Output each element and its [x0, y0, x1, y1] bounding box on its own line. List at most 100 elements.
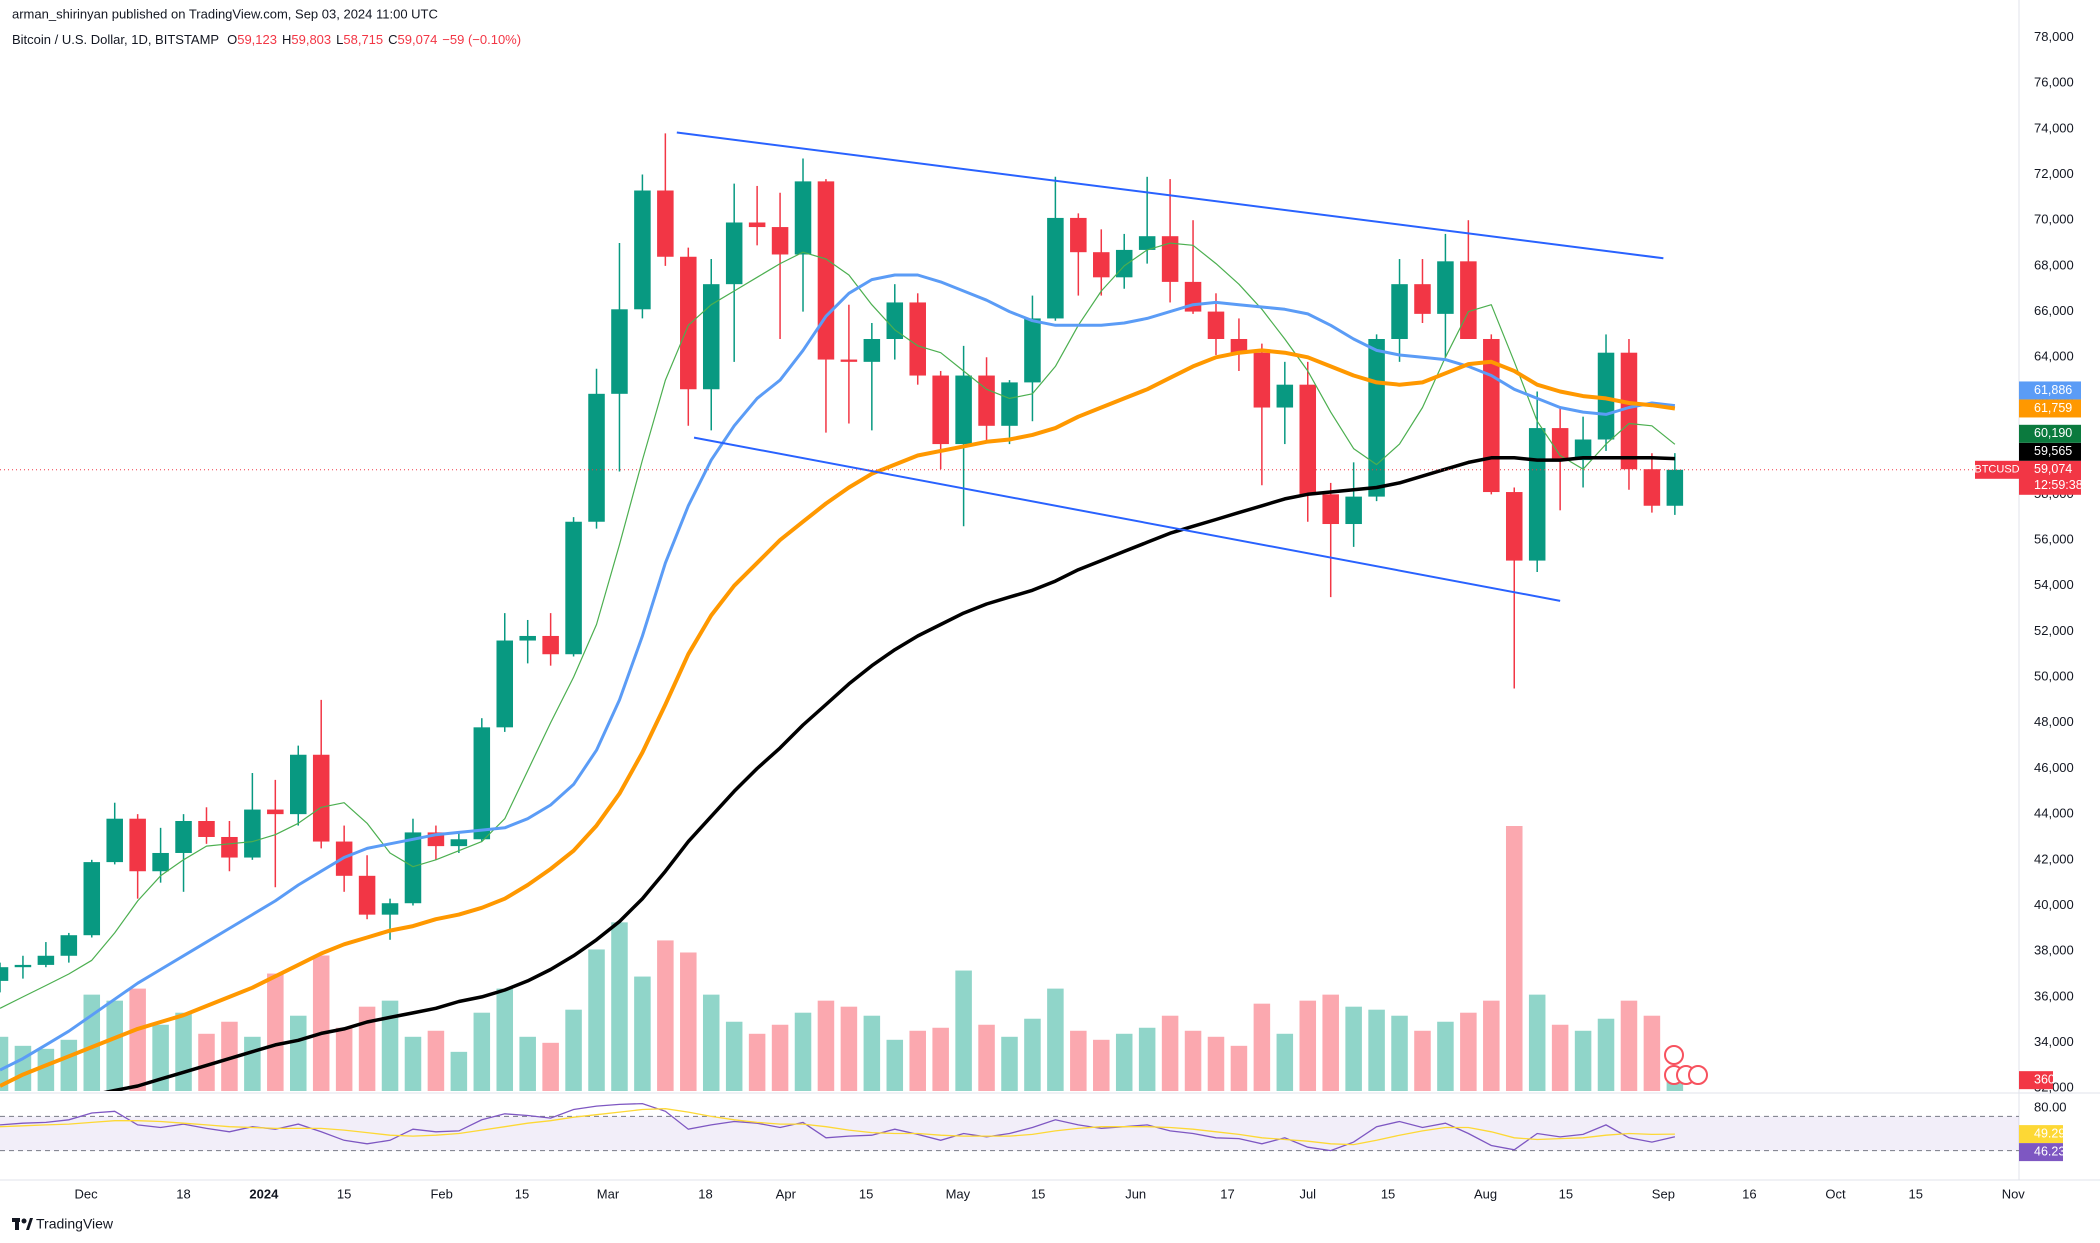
candle-body [1299, 384, 1317, 495]
volume-bar [1666, 1080, 1684, 1091]
x-tick-label: 15 [515, 1186, 529, 1201]
moving-average [0, 242, 1676, 1009]
volume-bar [106, 1000, 123, 1091]
candle-body [1024, 318, 1041, 383]
volume-bar [1460, 1012, 1477, 1091]
candle-body [1070, 217, 1087, 253]
candle-body [932, 375, 949, 445]
volume-bar [771, 1024, 789, 1091]
candle-body [1666, 469, 1684, 506]
volume-bar [542, 1042, 559, 1091]
candle-body [129, 818, 146, 872]
volume-bar [1161, 1015, 1179, 1091]
x-tick-label: 15 [337, 1186, 351, 1201]
price-tag: 61,759 [2034, 401, 2072, 415]
y-tick-label: 64,000 [2034, 349, 2074, 364]
candle-body [702, 284, 720, 390]
candle-body [267, 809, 284, 815]
x-tick-label: Sep [1652, 1186, 1675, 1201]
volume-bar [60, 1039, 78, 1091]
y-tick-label: 78,000 [2034, 29, 2074, 44]
volume-bar [611, 922, 628, 1091]
x-tick-label: 15 [1381, 1186, 1395, 1201]
candle-body [748, 222, 766, 228]
x-tick-label: 2024 [249, 1186, 279, 1201]
candle-body [1597, 352, 1615, 440]
candle-body [1138, 236, 1156, 250]
price-tag-bg [2019, 424, 2081, 443]
volume-bar [565, 1009, 582, 1091]
y-tick-label: 52,000 [2034, 623, 2074, 638]
volume-bar [909, 1030, 926, 1091]
volume-bar [1437, 1021, 1454, 1091]
y-tick-label: 36,000 [2034, 988, 2074, 1003]
x-tick-label: Jun [1125, 1186, 1146, 1201]
y-tick-label: 40,000 [2034, 897, 2074, 912]
y-tick-label: 34,000 [2034, 1034, 2074, 1049]
volume-bar [702, 994, 720, 1091]
volume-bar [473, 1012, 491, 1091]
event-icon[interactable] [1664, 1045, 1684, 1065]
candle-body [1230, 338, 1248, 353]
y-tick-label: 76,000 [2034, 75, 2074, 90]
volume-bar [1230, 1045, 1248, 1091]
volume-bar [1207, 1036, 1225, 1091]
volume-bar [244, 1036, 261, 1091]
event-icon[interactable] [1688, 1065, 1708, 1085]
candle-body [771, 227, 789, 255]
candle-body [1528, 428, 1546, 561]
candle-body [152, 852, 169, 872]
moving-average [103, 456, 1675, 1091]
x-tick-label: Feb [430, 1186, 452, 1201]
candle-body [886, 302, 904, 339]
volume-bar [863, 1015, 881, 1091]
volume-bar [198, 1033, 215, 1091]
volume-bar [1047, 988, 1064, 1091]
y-tick-label: 70,000 [2034, 212, 2074, 227]
candle-body [1620, 352, 1638, 470]
symbol-tag-name: BTCUSD [1974, 464, 2019, 476]
candle-body [14, 964, 32, 968]
candle-body [106, 818, 123, 863]
candle-body [978, 375, 995, 426]
logo-part [26, 1218, 33, 1230]
volume-bar [129, 988, 146, 1091]
volume-bar [496, 988, 514, 1091]
price-tag-bg [2019, 442, 2081, 461]
volume-bar [932, 1027, 949, 1091]
candle-body [1414, 284, 1431, 314]
volume-bar [748, 1033, 766, 1091]
candle-body [381, 903, 399, 915]
rsi-tag-bg [2019, 1125, 2063, 1144]
volume-bar [175, 1012, 192, 1091]
volume-bar [381, 1000, 399, 1091]
candle-body [1505, 492, 1523, 561]
x-tick-label: 15 [859, 1186, 873, 1201]
candle-body [1437, 261, 1454, 314]
candle-body [657, 190, 674, 257]
volume-bar [1414, 1030, 1431, 1091]
event-icons [1664, 1045, 1708, 1085]
candle-body [37, 955, 55, 965]
volume-bar [1093, 1039, 1110, 1091]
x-tick-label: Aug [1474, 1186, 1497, 1201]
candle-body [1643, 469, 1661, 506]
moving-average [0, 348, 1676, 1088]
brand-logo [12, 1218, 33, 1230]
x-tick-label: Oct [1825, 1186, 1846, 1201]
candle-body [680, 256, 697, 390]
volume-bar [1184, 1030, 1202, 1091]
candle-body [1276, 384, 1294, 408]
change: −59 (−0.10%) [442, 32, 521, 47]
publisher: arman_shirinyan published on TradingView… [12, 6, 438, 21]
countdown: 12:59:38 [2034, 478, 2083, 492]
x-tick-label: Jul [1299, 1186, 1316, 1201]
volume-bar [680, 952, 697, 1091]
volume-tag-bg [2019, 1071, 2053, 1090]
ohlc-value: 59,123 [237, 32, 277, 47]
volume-bar [1574, 1030, 1592, 1091]
candle-body [1345, 496, 1362, 525]
ohlc-value: 58,715 [343, 32, 383, 47]
